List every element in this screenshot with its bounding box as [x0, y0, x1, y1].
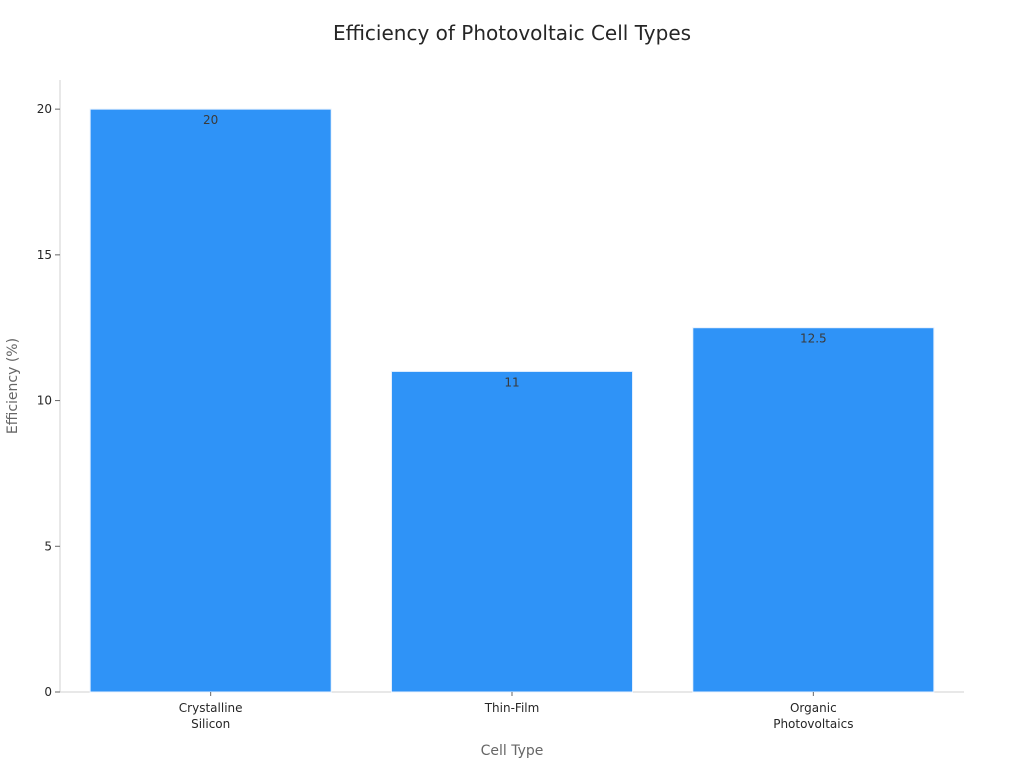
y-tick-label-3: 15 [37, 248, 52, 262]
bars-group [89, 108, 935, 693]
x-axis-title: Cell Type [481, 743, 544, 759]
chart-title: Efficiency of Photovoltaic Cell Types [333, 21, 691, 45]
bar-1 [390, 370, 634, 693]
x-tick-label-0-0: Crystalline [179, 701, 243, 715]
bar-0 [89, 108, 332, 693]
data-label-1: 11 [504, 375, 519, 389]
data-label-0: 20 [203, 113, 218, 127]
x-tick-label-1-0: Thin-Film [484, 701, 540, 715]
x-tick-label-0-1: Silicon [191, 717, 230, 731]
bar-2 [692, 327, 935, 693]
data-labels-group: 20 11 12.5 [203, 113, 827, 389]
y-axis-title: Efficiency (%) [5, 338, 21, 434]
x-ticks-group: Crystalline Silicon Thin-Film Organic Photov… [179, 692, 853, 731]
x-tick-label-2-0: Organic [790, 701, 837, 715]
y-tick-label-1: 5 [44, 539, 52, 553]
x-tick-label-2-1: Photovoltaics [773, 717, 853, 731]
y-ticks-group: 0 5 10 15 20 [37, 102, 60, 699]
y-tick-label-4: 20 [37, 102, 52, 116]
data-label-2: 12.5 [800, 332, 827, 346]
y-tick-label-2: 10 [37, 394, 52, 408]
y-tick-label-0: 0 [44, 685, 52, 699]
